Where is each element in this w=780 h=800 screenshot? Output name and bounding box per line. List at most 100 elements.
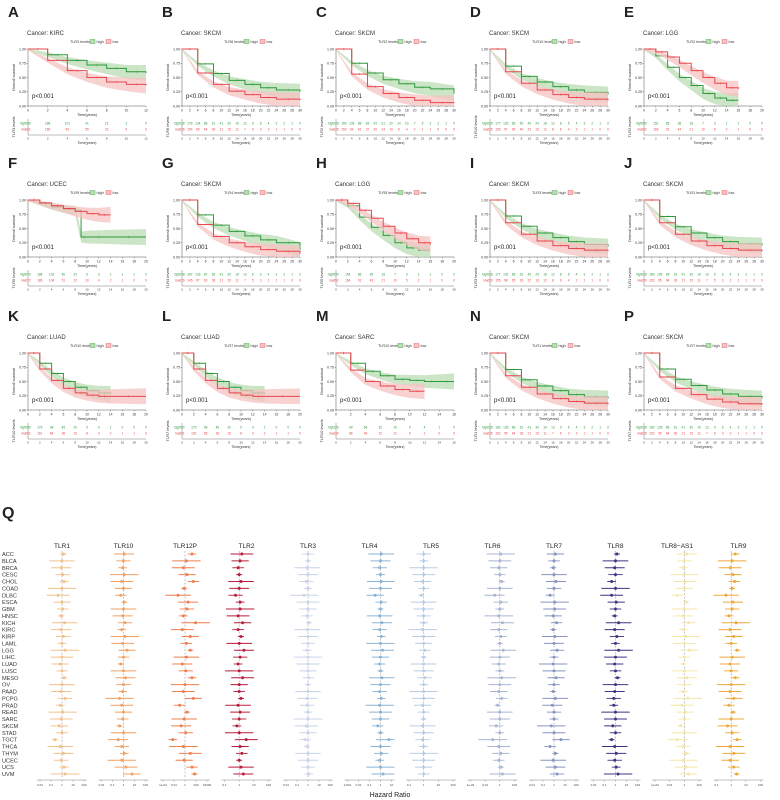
risk-high-count: 180 xyxy=(341,122,347,126)
risk-high-count: 12 xyxy=(551,122,555,126)
risk-x-tick-label: 20 xyxy=(298,441,302,445)
hr-point xyxy=(59,628,63,632)
risk-low-count: 1 xyxy=(133,432,135,436)
forest-column-title: TLR1 xyxy=(54,543,70,550)
hr-point xyxy=(612,703,616,707)
hr-point xyxy=(62,676,66,680)
km-curve-low xyxy=(644,352,763,405)
x-tick-label: 2 xyxy=(347,260,349,264)
x-tick-label: 12 xyxy=(535,260,539,264)
km-curve-high xyxy=(490,352,609,399)
km-curve-low xyxy=(336,48,455,104)
risk-x-tick-label: 6 xyxy=(667,441,669,445)
x-tick-label: 0 xyxy=(27,413,29,417)
hr-point xyxy=(236,628,240,632)
risk-high-count: 0 xyxy=(749,122,751,126)
hr-point xyxy=(235,724,239,728)
x-axis-label: Time(years) xyxy=(77,417,98,421)
risk-low-count: 0 xyxy=(453,128,455,132)
hr-point xyxy=(238,559,242,563)
forest-tick-label: 0.1 xyxy=(367,783,372,787)
risk-low-count: 6 xyxy=(560,279,562,283)
hr-point xyxy=(121,641,125,645)
risk-high-count: 30 xyxy=(689,426,693,430)
risk-x-tick-label: 12 xyxy=(97,441,101,445)
hr-point xyxy=(611,724,615,728)
risk-x-tick-label: 4 xyxy=(667,137,669,141)
risk-high-count: 1 xyxy=(438,426,440,430)
panel-letter: E xyxy=(624,4,634,21)
y-tick-label: 0.75 xyxy=(481,213,488,217)
forest-tick-label: 100 xyxy=(143,783,148,787)
forest-tick-label: 100 xyxy=(193,783,198,787)
forest-tick-label: 100 xyxy=(327,783,332,787)
km-curve-high xyxy=(336,48,455,94)
risk-high-count: 3 xyxy=(584,122,586,126)
hr-point xyxy=(617,621,621,625)
x-tick-label: 12 xyxy=(535,413,539,417)
risk-low-count: 6 xyxy=(560,128,562,132)
legend-high-label: high xyxy=(405,40,412,44)
legend-high-swatch xyxy=(551,343,558,348)
hr-point xyxy=(613,566,617,570)
x-tick-label: 26 xyxy=(590,413,594,417)
y-tick-label: 0.00 xyxy=(19,104,26,108)
hr-point xyxy=(122,751,126,755)
cancer-label: CHOL xyxy=(2,580,18,586)
x-tick-label: 12 xyxy=(251,413,255,417)
hr-point xyxy=(613,662,617,666)
risk-high-count: 18 xyxy=(543,273,547,277)
risk-high-count: 3 xyxy=(584,273,586,277)
cancer-label: COAD xyxy=(2,586,18,592)
risk-x-tick-label: 18 xyxy=(713,288,717,292)
risk-high-count: 4 xyxy=(268,273,270,277)
x-tick-label: 22 xyxy=(575,109,579,113)
risk-low-count: 3 xyxy=(260,279,262,283)
risk-x-tick-label: 0 xyxy=(335,137,337,141)
cancer-label: UVM xyxy=(2,772,15,778)
x-tick-label: 10 xyxy=(527,413,531,417)
x-tick-label: 28 xyxy=(290,109,294,113)
cancer-label: PCPG xyxy=(2,696,18,702)
hr-point xyxy=(498,573,502,577)
hr-point xyxy=(305,745,309,748)
x-tick-label: 10 xyxy=(527,260,531,264)
x-tick-label: 26 xyxy=(744,413,748,417)
legend-low-swatch xyxy=(413,343,420,348)
x-axis-label: Time(years) xyxy=(693,417,714,421)
risk-low-count: 2 xyxy=(264,432,266,436)
x-tick-label: 6 xyxy=(359,109,361,113)
hr-point xyxy=(553,751,557,755)
x-tick-label: 10 xyxy=(527,109,531,113)
hr-point xyxy=(497,690,501,693)
risk-low-count: 1 xyxy=(424,432,426,436)
risk-x-tick-label: 18 xyxy=(133,441,137,445)
hr-point xyxy=(59,758,63,762)
x-tick-label: 10 xyxy=(85,260,89,264)
risk-high-count: 1 xyxy=(291,273,293,277)
y-tick-label: 0.00 xyxy=(327,408,334,412)
p-value: p<0.001 xyxy=(32,398,55,404)
x-tick-label: 18 xyxy=(286,413,290,417)
risk-high-count: 0 xyxy=(287,426,289,430)
y-tick-label: 0.00 xyxy=(481,255,488,259)
hr-point xyxy=(61,573,65,577)
risk-x-tick-label: 14 xyxy=(725,137,729,141)
km-title: Cancer: SKCM xyxy=(335,31,375,37)
hr-point xyxy=(421,580,425,583)
x-tick-label: 16 xyxy=(737,109,741,113)
risk-x-tick-label: 10 xyxy=(85,441,89,445)
hr-point xyxy=(499,635,503,638)
legend-high-label: high xyxy=(405,191,412,195)
risk-high-count: 4 xyxy=(268,122,270,126)
ci-band-high xyxy=(490,353,608,407)
hr-point xyxy=(421,738,425,742)
risk-low-count: 12 xyxy=(393,432,397,436)
hr-point xyxy=(681,758,685,762)
hr-point xyxy=(551,566,555,570)
risk-x-tick-label: 28 xyxy=(290,288,294,292)
risk-x-axis-label: Time(years) xyxy=(693,141,712,145)
risk-high-count: 188 xyxy=(37,273,43,277)
hr-point xyxy=(733,580,737,583)
